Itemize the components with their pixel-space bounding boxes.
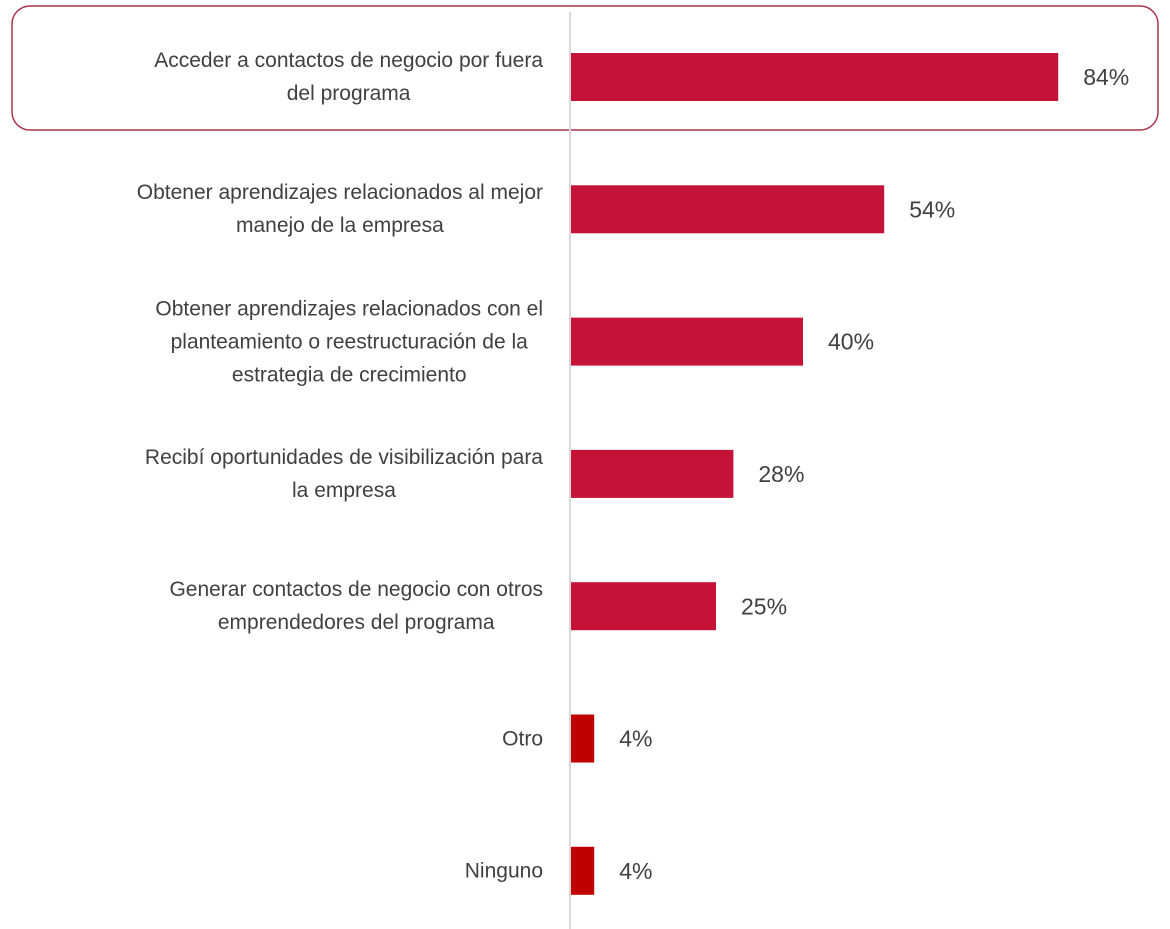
- bar: [571, 53, 1059, 101]
- category-label-line: Obtener aprendizajes relacionados con el: [155, 297, 543, 321]
- category-label-line: manejo de la empresa: [235, 214, 444, 238]
- value-label: 4%: [619, 858, 652, 884]
- category-label: Acceder a contactos de negocio por fuera…: [154, 44, 543, 110]
- bar: [571, 714, 595, 763]
- value-label: 84%: [1083, 64, 1129, 90]
- value-label: 28%: [758, 461, 804, 487]
- category-label-line: del programa: [286, 82, 411, 105]
- category-label-line: Acceder a contactos de negocio por fuera: [154, 49, 543, 72]
- category-label-line: planteamiento o reestructuración de la: [170, 330, 528, 354]
- category-label: Generar contactos de negocio con otros em…: [169, 573, 543, 639]
- highlight-box: [11, 5, 1159, 131]
- bar: [571, 582, 716, 631]
- category-label-line: Obtener aprendizajes relacionados al mej…: [136, 181, 543, 205]
- category-label-line: Ninguno: [464, 859, 543, 883]
- category-label: Obtener aprendizajes relacionados al mej…: [137, 176, 543, 242]
- category-label: Recibí oportunidades de visibilización p…: [145, 441, 543, 507]
- value-label: 4%: [619, 726, 652, 752]
- category-label-line: Recibí oportunidades de visibilización p…: [144, 445, 543, 469]
- category-label-line: estrategia de crecimiento: [231, 363, 467, 387]
- category-label-line: emprendedores del programa: [217, 611, 495, 635]
- bar: [571, 317, 803, 366]
- bar: [571, 185, 885, 234]
- category-label-line: Generar contactos de negocio con otros: [169, 578, 543, 602]
- value-label: 54%: [909, 196, 955, 222]
- bar: [571, 846, 595, 895]
- category-label: Ninguno: [465, 854, 543, 887]
- category-label: Obtener aprendizajes relacionados con el…: [155, 292, 543, 391]
- bar: [571, 449, 734, 498]
- value-label: 25%: [741, 593, 787, 619]
- category-label: Otro: [502, 722, 543, 755]
- category-label-line: la empresa: [292, 478, 396, 502]
- category-label-line: Otro: [502, 727, 543, 750]
- value-label: 40%: [828, 329, 874, 355]
